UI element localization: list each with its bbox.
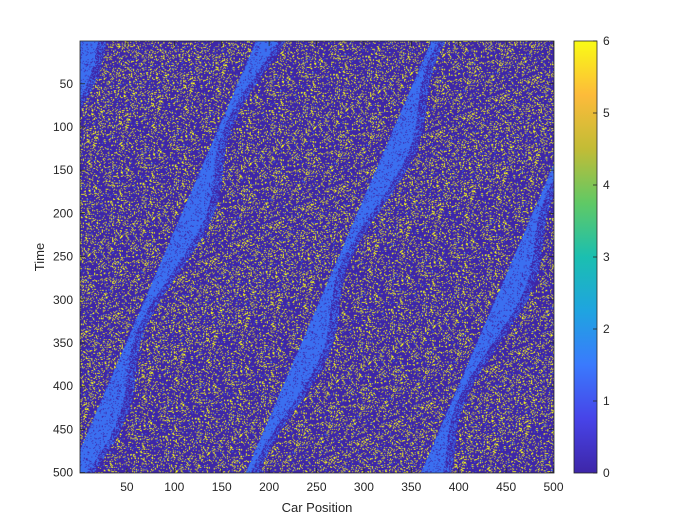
x-tick-label: 300: [354, 480, 374, 494]
colorbar-gradient: [574, 41, 597, 473]
x-tick-label: 100: [164, 480, 184, 494]
y-tick-label: 350: [53, 336, 73, 350]
y-axis-label: Time: [32, 243, 47, 271]
colorbar: 0 1 2 3 4 5 6: [573, 34, 610, 480]
x-tick-label: 50: [120, 480, 134, 494]
y-tick-label: 400: [53, 379, 73, 393]
colorbar-tick-label: 4: [603, 178, 610, 192]
y-tick-label: 300: [53, 293, 73, 307]
y-tick-label: 500: [53, 466, 73, 480]
colorbar-tick-label: 0: [603, 466, 610, 480]
colorbar-tick-label: 6: [603, 34, 610, 48]
y-tick-label: 50: [60, 77, 74, 91]
colorbar-tick-label: 5: [603, 106, 610, 120]
x-axis-label: Car Position: [282, 500, 353, 515]
colorbar-tick-label: 2: [603, 322, 610, 336]
x-tick-label: 250: [307, 480, 327, 494]
y-tick-label: 150: [53, 163, 73, 177]
plot-area: [79, 40, 555, 474]
colorbar-tick-label: 3: [603, 250, 610, 264]
x-tick-label: 200: [259, 480, 279, 494]
x-tick-label: 350: [401, 480, 421, 494]
y-tick-label: 100: [53, 120, 73, 134]
plot-frame: [79, 40, 555, 474]
y-tick-label: 200: [53, 206, 73, 220]
x-tick-label: 400: [449, 480, 469, 494]
x-tick-label: 450: [496, 480, 516, 494]
x-axis: 50 100 150 200 250 300 350 400 450 500: [120, 41, 564, 494]
heatmap-image: [80, 41, 554, 473]
x-tick-label: 500: [544, 480, 564, 494]
x-tick-label: 150: [212, 480, 232, 494]
y-axis: 50 100 150 200 250 300 350 400 450 500: [53, 77, 554, 480]
y-tick-label: 250: [53, 250, 73, 264]
y-tick-label: 450: [53, 422, 73, 436]
colorbar-tick-label: 1: [603, 394, 610, 408]
colorbar-ticks: 0 1 2 3 4 5 6: [593, 34, 610, 480]
